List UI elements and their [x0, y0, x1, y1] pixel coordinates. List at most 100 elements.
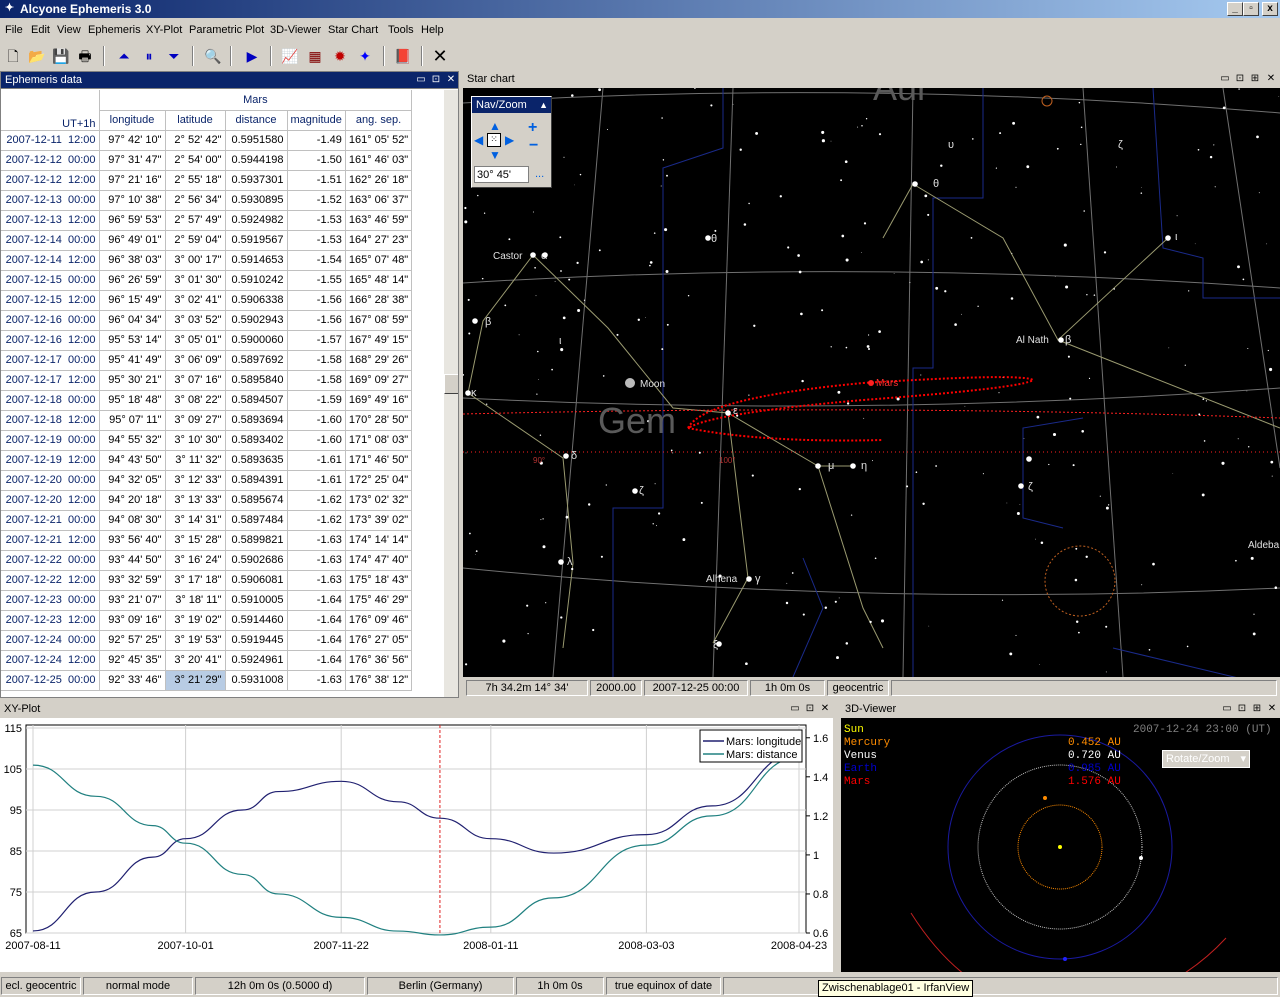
- star-label: θ: [933, 178, 939, 190]
- table-row[interactable]: 2007-12-15 12:00 96° 15' 49" 3° 02' 41" 0.5…: [1, 290, 413, 311]
- float-icon[interactable]: ⊡: [431, 74, 441, 85]
- table-row[interactable]: 2007-12-16 12:00 95° 53' 14" 3° 05' 01" 0.5…: [1, 330, 413, 351]
- book-icon[interactable]: 📕: [394, 48, 412, 64]
- star: [1078, 631, 1080, 634]
- restore-icon[interactable]: ⊞: [1252, 703, 1262, 714]
- pan-right-icon[interactable]: ▶: [505, 133, 515, 147]
- fov-input[interactable]: [474, 166, 529, 183]
- table-row[interactable]: 2007-12-18 00:00 95° 18' 48" 3° 08' 22" 0.5…: [1, 390, 413, 411]
- center-icon[interactable]: ⏸: [145, 48, 153, 64]
- star-chart-icon[interactable]: ✦: [359, 48, 371, 64]
- restore-icon[interactable]: ⊞: [1250, 73, 1260, 84]
- menu-ephemeris[interactable]: Ephemeris: [88, 24, 141, 36]
- scrollbar-thumb[interactable]: [444, 374, 458, 394]
- table-row[interactable]: 2007-12-23 00:00 93° 21' 07" 3° 18' 11" 0.5…: [1, 590, 413, 611]
- table-row[interactable]: 2007-12-19 00:00 94° 55' 32" 3° 10' 30" 0.5…: [1, 430, 413, 451]
- table-row[interactable]: 2007-12-17 00:00 95° 41' 49" 3° 06' 09" 0.5…: [1, 350, 413, 371]
- close-icon[interactable]: ✕: [432, 46, 448, 66]
- pan-left-icon[interactable]: ◀: [474, 133, 484, 147]
- 3d-viewer-icon[interactable]: ✹: [334, 48, 346, 64]
- close-button[interactable]: x: [1262, 2, 1278, 16]
- table-row[interactable]: 2007-12-14 00:00 96° 49' 01" 2° 59' 04" 0.5…: [1, 230, 413, 251]
- close-icon[interactable]: ✕: [820, 703, 830, 714]
- open-folder-icon[interactable]: 📂: [28, 48, 46, 64]
- column-header-distance[interactable]: distance: [225, 110, 288, 131]
- menu-star-chart[interactable]: Star Chart: [328, 24, 379, 36]
- star-chart-svg[interactable]: AurGemCastorαβθθιAl NathβMoonMarsεδμηζζλ…: [463, 88, 1280, 677]
- table-row[interactable]: 2007-12-11 12:00 97° 42' 10" 2° 52' 42" 0.5…: [1, 130, 413, 151]
- table-row[interactable]: 2007-12-20 00:00 94° 32' 05" 3° 12' 33" 0.5…: [1, 470, 413, 491]
- 3d-viewer-canvas[interactable]: 2007-12-24 23:00 (UT) Rotate/Zoom ▾ Sun Me…: [841, 718, 1280, 997]
- first-icon[interactable]: ⏶: [118, 48, 130, 64]
- table-row[interactable]: 2007-12-22 12:00 93° 32' 59" 3° 17' 18" 0.5…: [1, 570, 413, 591]
- center-view-icon[interactable]: ⁙: [487, 133, 501, 147]
- minimize-icon[interactable]: ▭: [1220, 73, 1230, 84]
- xy-plot-svg[interactable]: 2007-08-11 2007-10-01 2007-11-22 2008-01-11…: [0, 718, 833, 972]
- star: [745, 662, 748, 666]
- table-row[interactable]: 2007-12-19 12:00 94° 43' 50" 3° 11' 32" 0.5…: [1, 450, 413, 471]
- parametric-plot-icon[interactable]: ▦: [308, 48, 322, 64]
- table-row[interactable]: 2007-12-24 12:00 92° 45' 35" 3° 20' 41" 0.5…: [1, 650, 413, 671]
- table-row[interactable]: 2007-12-14 12:00 96° 38' 03" 3° 00' 17" 0.5…: [1, 250, 413, 271]
- pan-down-icon[interactable]: ▼: [489, 148, 501, 162]
- search-icon[interactable]: 🔍: [204, 48, 222, 64]
- table-cell: 2007-12-23 12:00: [1, 610, 100, 631]
- menu-view[interactable]: View: [57, 24, 81, 36]
- table-row[interactable]: 2007-12-16 00:00 96° 04' 34" 3° 03' 52" 0.5…: [1, 310, 413, 331]
- more-button[interactable]: ...: [535, 168, 545, 180]
- table-cell: -1.58: [287, 350, 346, 371]
- table-row[interactable]: 2007-12-21 00:00 94° 08' 30" 3° 14' 31" 0.5…: [1, 510, 413, 531]
- menu-xy-plot[interactable]: XY-Plot: [146, 24, 183, 36]
- table-row[interactable]: 2007-12-13 00:00 97° 10' 38" 2° 56' 34" 0.5…: [1, 190, 413, 211]
- bright-star: [542, 252, 548, 258]
- vertical-scrollbar[interactable]: [444, 90, 458, 697]
- table-row[interactable]: 2007-12-12 00:00 97° 31' 47" 2° 54' 00" 0.5…: [1, 150, 413, 171]
- save-icon[interactable]: 💾: [52, 48, 70, 64]
- table-row[interactable]: 2007-12-13 12:00 96° 59' 53" 2° 57' 49" 0.5…: [1, 210, 413, 231]
- star: [538, 379, 540, 380]
- float-icon[interactable]: ⊡: [805, 703, 815, 714]
- table-row[interactable]: 2007-12-21 12:00 93° 56' 40" 3° 15' 28" 0.5…: [1, 530, 413, 551]
- close-icon[interactable]: ✕: [446, 74, 456, 85]
- menu-parametric-plot[interactable]: Parametric Plot: [189, 24, 265, 36]
- rotate-zoom-dropdown[interactable]: Rotate/Zoom ▾: [1162, 750, 1250, 768]
- minimize-icon[interactable]: ▭: [416, 74, 426, 85]
- maximize-button[interactable]: ▫: [1243, 2, 1259, 16]
- table-row[interactable]: 2007-12-15 00:00 96° 26' 59" 3° 01' 30" 0.5…: [1, 270, 413, 291]
- column-header-longitude[interactable]: longitude: [99, 110, 166, 131]
- xy-plot-icon[interactable]: 📈: [281, 48, 299, 64]
- table-row[interactable]: 2007-12-12 12:00 97° 21' 16" 2° 55' 18" 0.5…: [1, 170, 413, 191]
- menu-3d-viewer[interactable]: 3D-Viewer: [270, 24, 322, 36]
- last-icon[interactable]: ⏷: [168, 48, 180, 64]
- menu-file[interactable]: File: [5, 24, 23, 36]
- menu-tools[interactable]: Tools: [388, 24, 414, 36]
- pan-up-icon[interactable]: ▲: [489, 119, 501, 133]
- close-icon[interactable]: ✕: [1266, 73, 1276, 84]
- table-row[interactable]: 2007-12-24 00:00 92° 57' 25" 3° 19' 53" 0.5…: [1, 630, 413, 651]
- menu-help[interactable]: Help: [421, 24, 444, 36]
- new-file-icon[interactable]: 🗋: [7, 48, 19, 64]
- table-row[interactable]: 2007-12-18 12:00 95° 07' 11" 3° 09' 27" 0.5…: [1, 410, 413, 431]
- table-row[interactable]: 2007-12-22 00:00 93° 44' 50" 3° 16' 24" 0.5…: [1, 550, 413, 571]
- print-icon[interactable]: 🖶: [78, 48, 92, 64]
- close-icon[interactable]: ✕: [1267, 703, 1277, 714]
- zoom-in-icon[interactable]: +: [528, 119, 538, 136]
- play-icon[interactable]: ▶: [246, 48, 258, 64]
- float-icon[interactable]: ⊡: [1237, 703, 1247, 714]
- minimize-icon[interactable]: ▭: [790, 703, 800, 714]
- float-icon[interactable]: ⊡: [1235, 73, 1245, 84]
- table-row[interactable]: 2007-12-25 00:00 92° 33' 46" 3° 21' 29" 0.5…: [1, 670, 413, 691]
- column-header-magnitude[interactable]: magnitude: [287, 110, 346, 131]
- menu-edit[interactable]: Edit: [31, 24, 50, 36]
- column-header-ang--sep-[interactable]: ang. sep.: [345, 110, 413, 131]
- table-row[interactable]: 2007-12-17 12:00 95° 30' 21" 3° 07' 16" 0.5…: [1, 370, 413, 391]
- column-header-latitude[interactable]: latitude: [165, 110, 226, 131]
- zoom-out-icon[interactable]: −: [529, 137, 539, 154]
- table-row[interactable]: 2007-12-23 12:00 93° 09' 16" 3° 19' 02" 0.5…: [1, 610, 413, 631]
- minimize-button[interactable]: _: [1227, 2, 1243, 16]
- xy-plot-area[interactable]: 2007-08-11 2007-10-01 2007-11-22 2008-01-11…: [0, 718, 833, 972]
- star: [830, 140, 832, 142]
- minimize-icon[interactable]: ▭: [1222, 703, 1232, 714]
- star-chart-canvas[interactable]: AurGemCastorαβθθιAl NathβMoonMarsεδμηζζλ…: [463, 88, 1280, 677]
- table-row[interactable]: 2007-12-20 12:00 94° 20' 18" 3° 13' 33" 0.5…: [1, 490, 413, 511]
